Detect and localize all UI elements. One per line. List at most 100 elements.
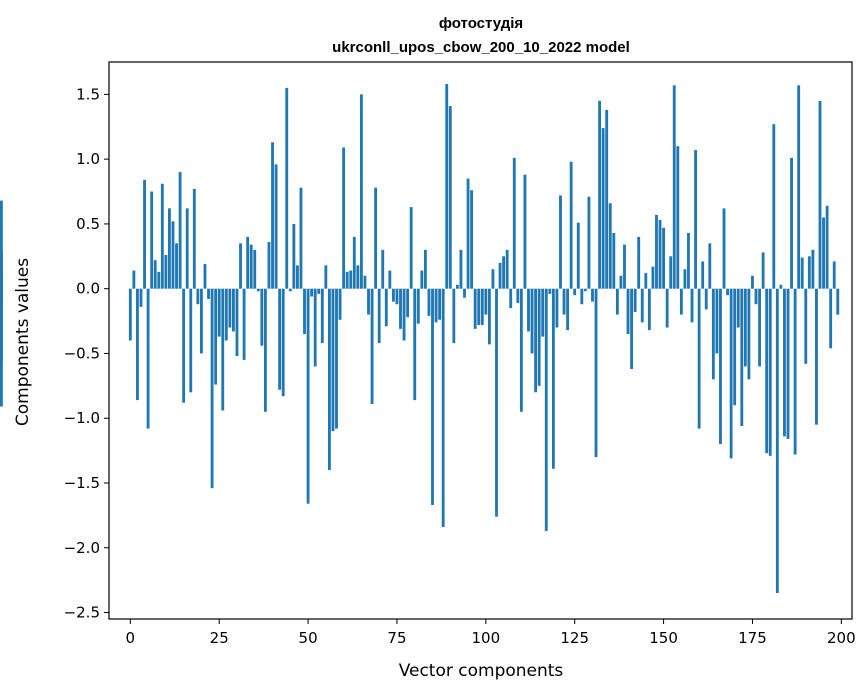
bar-144 <box>640 288 644 323</box>
bar-129 <box>587 196 591 289</box>
bar-53 <box>317 288 321 294</box>
bar-133 <box>601 128 605 289</box>
bar-121 <box>559 195 562 289</box>
bar-74 <box>391 288 395 302</box>
bar-179 <box>765 288 769 454</box>
bar-131 <box>594 288 598 458</box>
plot-frame <box>108 61 853 620</box>
bar-7 <box>153 260 157 289</box>
bar-4 <box>143 179 146 289</box>
bar-6 <box>150 191 154 289</box>
bar-86 <box>434 288 438 323</box>
bar-15 <box>182 288 186 403</box>
bar-14 <box>178 172 182 289</box>
bar-193 <box>815 288 818 425</box>
bar-114 <box>534 288 538 393</box>
bar-50 <box>306 288 310 504</box>
bar-95 <box>466 178 470 289</box>
bar-51 <box>310 288 314 297</box>
bar-87 <box>438 288 442 320</box>
bar-19 <box>196 288 200 305</box>
bar-82 <box>420 270 424 289</box>
bar-55 <box>324 265 328 289</box>
bar-83 <box>423 249 427 289</box>
bar-72 <box>384 288 388 327</box>
bar-99 <box>480 288 484 325</box>
bar-67 <box>367 288 370 315</box>
y-tick-label-7: 1.0 <box>76 150 100 168</box>
bar-78 <box>406 288 410 318</box>
bar-84 <box>427 288 431 316</box>
chart-subtitle: ukrconll_upos_cbow_200_10_2022 model <box>332 39 630 56</box>
bar-185 <box>786 288 790 439</box>
bar-3 <box>139 288 143 307</box>
bar-88 <box>441 288 445 528</box>
bar-140 <box>626 288 630 335</box>
bar-154 <box>676 146 680 289</box>
bar-5 <box>146 288 150 429</box>
bar-16 <box>185 208 189 289</box>
bar-12 <box>171 221 175 289</box>
bar-103 <box>495 288 498 517</box>
bar-157 <box>687 232 690 289</box>
bar-156 <box>683 269 687 289</box>
bar-undefined <box>0 288 3 300</box>
bar-75 <box>395 288 399 305</box>
bar-168 <box>726 288 729 296</box>
bar-71 <box>381 249 385 289</box>
bar-186 <box>790 157 793 289</box>
bar-187 <box>793 288 797 455</box>
bar-56 <box>327 288 331 471</box>
bar-192 <box>811 249 815 289</box>
bar-137 <box>615 288 619 315</box>
bar-173 <box>743 288 747 367</box>
bar-undefined <box>0 252 3 289</box>
y-tick-label-1: −2.0 <box>64 539 100 557</box>
bar-92 <box>455 284 459 289</box>
bar-118 <box>548 288 552 294</box>
bar-9 <box>160 183 164 289</box>
bar-119 <box>551 288 555 469</box>
bar-98 <box>477 288 481 325</box>
bar-171 <box>736 288 740 328</box>
bar-158 <box>690 288 694 323</box>
bar-33 <box>246 236 250 289</box>
x-tick-label-100: 100 <box>472 629 501 647</box>
bar-175 <box>751 275 754 289</box>
bar-1 <box>132 270 136 289</box>
bar-undefined <box>0 288 3 407</box>
bar-178 <box>761 252 765 289</box>
bar-141 <box>630 288 634 369</box>
bar-10 <box>164 255 168 289</box>
bar-90 <box>448 106 452 289</box>
bar-125 <box>573 288 577 296</box>
bar-155 <box>679 288 683 315</box>
bar-25 <box>217 288 221 337</box>
bar-164 <box>711 288 715 380</box>
bar-96 <box>470 190 474 289</box>
bar-27 <box>224 288 228 341</box>
bar-180 <box>768 288 772 456</box>
bar-153 <box>672 85 676 289</box>
x-tick-label-50: 50 <box>299 629 318 647</box>
bar-80 <box>413 288 417 401</box>
bar-68 <box>370 288 374 404</box>
bar-199 <box>836 288 840 315</box>
bar-34 <box>249 244 253 289</box>
bar-65 <box>359 94 363 289</box>
bar-57 <box>331 288 335 432</box>
y-tick-label-4: −0.5 <box>64 344 100 362</box>
bar-94 <box>463 288 466 298</box>
bar-182 <box>775 288 779 594</box>
bar-29 <box>232 288 235 332</box>
bar-184 <box>783 288 786 437</box>
bar-120 <box>555 288 559 328</box>
bar-147 <box>651 266 655 289</box>
bar-126 <box>576 222 580 289</box>
bar-105 <box>502 256 506 289</box>
bar-30 <box>235 288 239 357</box>
x-axis-label: Vector components <box>399 661 564 681</box>
bar-62 <box>349 270 353 289</box>
bars-group <box>0 84 840 594</box>
